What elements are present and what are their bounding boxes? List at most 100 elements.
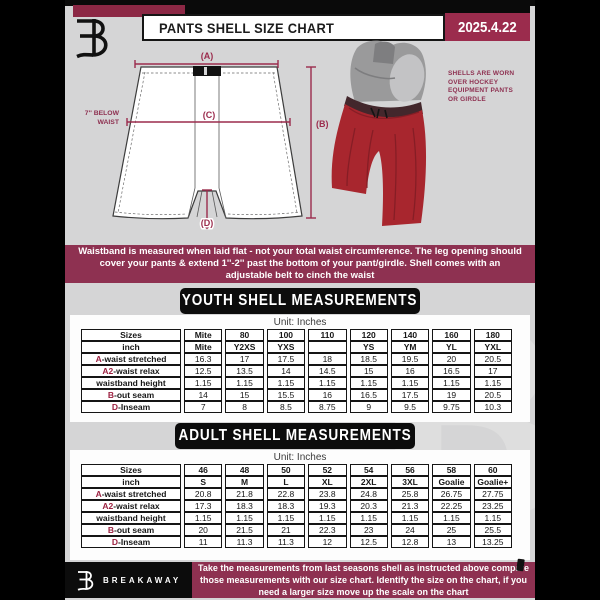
size-cell: 21.3 [390, 500, 430, 512]
table-row: A-waist stretched 20.8 21.8 22.8 23.8 24.8 25.… [81, 488, 512, 500]
measurement-label-d: (D) [201, 218, 214, 228]
adult-size-table: Sizes 46 48 50 52 54 56 58 60 inch S M L XL 2XL 3XL Goal… [78, 464, 515, 548]
size-cell: 24 [390, 524, 430, 536]
size-cell: 17.3 [184, 500, 223, 512]
footer-note-box: Take the measurements from last seasons … [192, 562, 535, 598]
row-label: Sizes [81, 464, 181, 476]
size-cell: 11.3 [266, 536, 306, 548]
size-cell: 140 [390, 329, 430, 341]
size-cell: 16.3 [184, 353, 223, 365]
size-cell: YXS [266, 341, 306, 353]
product-photo [331, 40, 427, 226]
size-cell: 18.5 [349, 353, 388, 365]
size-cell: 160 [432, 329, 471, 341]
size-cell: 22.8 [266, 488, 306, 500]
size-cell: 16.5 [349, 389, 388, 401]
size-cell: 20 [184, 524, 223, 536]
table-row: Sizes 46 48 50 52 54 56 58 60 [81, 464, 512, 476]
size-cell: 16 [308, 389, 347, 401]
size-cell: 50 [266, 464, 306, 476]
info-banner-text: Waistband is measured when laid flat - n… [78, 246, 522, 281]
size-cell: 9 [349, 401, 388, 413]
size-cell: 54 [349, 464, 388, 476]
table-row: B-out seam 20 21.5 21 22.3 23 24 25 25.5 [81, 524, 512, 536]
table-row: B-out seam 14 15 15.5 16 16.5 17.5 19 20.5 [81, 389, 512, 401]
table-row: waistband height 1.15 1.15 1.15 1.15 1.15 1.15… [81, 377, 512, 389]
table-row: waistband height 1.15 1.15 1.15 1.15 1.15 1.15… [81, 512, 512, 524]
table-row: A-waist stretched 16.3 17 17.5 18 18.5 19.5 20 2… [81, 353, 512, 365]
size-cell: 26.75 [432, 488, 471, 500]
size-cell: 1.15 [390, 512, 430, 524]
size-cell: 9.5 [390, 401, 430, 413]
size-cell: 2XL [349, 476, 388, 488]
size-cell: 46 [184, 464, 223, 476]
size-cell: 20 [432, 353, 471, 365]
row-label: Sizes [81, 329, 181, 341]
size-cell: 56 [390, 464, 430, 476]
size-cell: 15 [225, 389, 264, 401]
size-cell: S [184, 476, 223, 488]
waist-note-line1: 7'' BELOW [85, 110, 120, 117]
size-cell: 14.5 [308, 365, 347, 377]
size-cell: 17 [225, 353, 264, 365]
size-cell: 19.3 [308, 500, 347, 512]
size-cell: 9.75 [432, 401, 471, 413]
row-label: A2-waist relax [81, 500, 181, 512]
size-cell: 1.15 [184, 512, 223, 524]
footer-note-text: Take the measurements from last seasons … [198, 563, 529, 597]
row-label: inch [81, 476, 181, 488]
youth-banner-text: YOUTH SHELL MEASUREMENTS [182, 292, 418, 309]
size-cell: 12.8 [390, 536, 430, 548]
size-cell: 23.8 [308, 488, 347, 500]
size-cell: 14 [266, 365, 306, 377]
size-cell: 10.3 [473, 401, 512, 413]
size-cell: 24.8 [349, 488, 388, 500]
adult-banner-text: ADULT SHELL MEASUREMENTS [178, 427, 412, 444]
size-cell: 120 [349, 329, 388, 341]
table-row: inch Mite Y2XS YXS YS YM YL YXL [81, 341, 512, 353]
size-cell: 13 [432, 536, 471, 548]
table-row: A2-waist relax 12.5 13.5 14 14.5 15 16 16.5 17 [81, 365, 512, 377]
size-cell: 1.15 [266, 377, 306, 389]
size-cell: 17.5 [390, 389, 430, 401]
size-cell: 25.5 [473, 524, 512, 536]
size-cell: Goalie [432, 476, 471, 488]
size-cell: 19.5 [390, 353, 430, 365]
size-cell: L [266, 476, 306, 488]
row-label: A-waist stretched [81, 353, 181, 365]
photo-note-line: EQUIPMENT PANTS [448, 87, 513, 94]
size-cell: 21.5 [225, 524, 264, 536]
date-badge: 2025.4.22 [445, 13, 530, 41]
size-cell: 7 [184, 401, 223, 413]
breakaway-logo-icon [76, 19, 108, 59]
size-cell: 1.15 [349, 377, 388, 389]
size-cell: 1.15 [225, 377, 264, 389]
info-banner: Waistband is measured when laid flat - n… [65, 245, 535, 283]
row-label: B-out seam [81, 524, 181, 536]
red-shell [331, 104, 427, 226]
row-label: waistband height [81, 377, 181, 389]
header-black-strip [185, 0, 530, 17]
size-cell: 1.15 [432, 377, 471, 389]
size-cell: Mite [184, 341, 223, 353]
size-cell: 15 [349, 365, 388, 377]
size-cell: 8.75 [308, 401, 347, 413]
size-cell: 80 [225, 329, 264, 341]
row-label: D-Inseam [81, 401, 181, 413]
row-label: A2-waist relax [81, 365, 181, 377]
table-row: D-Inseam 11 11.3 11.3 12 12.5 12.8 13 13.25 [81, 536, 512, 548]
size-cell: 18.3 [266, 500, 306, 512]
size-cell: 100 [266, 329, 306, 341]
size-cell: 17 [473, 365, 512, 377]
size-cell: 22.25 [432, 500, 471, 512]
size-cell: 13.5 [225, 365, 264, 377]
size-cell: 19 [432, 389, 471, 401]
size-cell: 1.15 [225, 512, 264, 524]
size-cell: XL [308, 476, 347, 488]
size-cell: 13.25 [473, 536, 512, 548]
size-cell: 22.3 [308, 524, 347, 536]
size-cell: 20.8 [184, 488, 223, 500]
photo-note-line: OR GIRDLE [448, 95, 486, 103]
size-cell: Goalie+ [473, 476, 512, 488]
